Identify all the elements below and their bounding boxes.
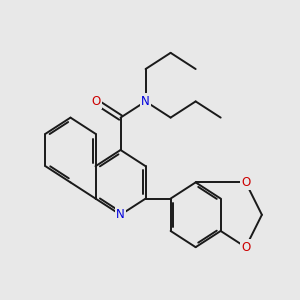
Text: N: N bbox=[116, 208, 125, 221]
Text: N: N bbox=[141, 95, 150, 108]
Text: O: O bbox=[241, 241, 250, 254]
Text: O: O bbox=[91, 95, 100, 108]
Text: O: O bbox=[241, 176, 250, 189]
